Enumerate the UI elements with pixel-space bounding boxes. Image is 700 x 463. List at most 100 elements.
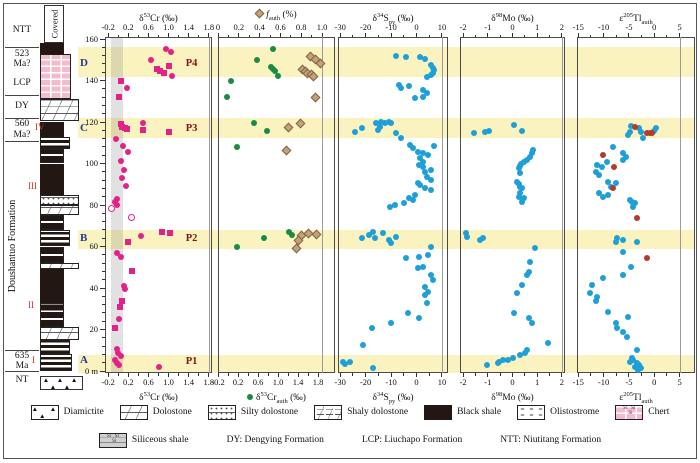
- height-tick: [100, 80, 105, 81]
- data-point-d34S-py: [403, 53, 410, 60]
- axis-minor-tick: [247, 373, 249, 376]
- height-minor-tick: [102, 237, 105, 239]
- axis-tick: [487, 33, 489, 37]
- axis-tick: [238, 33, 240, 37]
- axis-tick-label: 0: [215, 22, 221, 32]
- axis-minor-tick: [198, 34, 200, 37]
- axis-tick-label: 2: [559, 377, 564, 387]
- interval-label-P2: P2: [185, 232, 198, 244]
- data-point-d98Mo: [495, 358, 502, 365]
- data-point-d34S-py: [412, 95, 419, 102]
- member-numeral-I: I: [32, 354, 35, 365]
- axis-title-d53Cr-bottom: δ53Cr (‰): [139, 391, 178, 404]
- data-point-d34S-py: [370, 228, 377, 235]
- data-point-d98Mo: [483, 361, 490, 368]
- strat-block-blackstripe: [40, 215, 64, 230]
- strat-block-diamictite: ▲ ▲ ▲ ▲ ▲: [40, 376, 83, 390]
- axis-minor-tick: [403, 373, 405, 376]
- member-numeral-IV: IV: [35, 122, 45, 133]
- axis-minor-tick: [137, 34, 139, 37]
- axis-tick: [107, 373, 109, 377]
- data-point-e205Tl-blue: [613, 325, 620, 332]
- data-point-e205Tl-blue: [628, 123, 635, 130]
- height-minor-tick: [102, 138, 105, 140]
- data-point-d98Mo: [509, 354, 516, 361]
- data-point-d34S-py: [423, 74, 430, 81]
- legend-item: ▲ ▲ ▲ Diamictite: [30, 404, 104, 420]
- axis-minor-tick: [615, 34, 617, 37]
- data-point-d53Cr-auth: [271, 68, 278, 75]
- legend-label: Diamictite: [63, 407, 104, 417]
- data-point-d98Mo: [526, 259, 533, 266]
- axis-minor-tick: [311, 34, 313, 37]
- data-point-d34S-py: [416, 253, 423, 260]
- data-point-d34S-py: [417, 155, 424, 162]
- data-point-d53Cr-bulk: [118, 298, 125, 305]
- axis-tick: [147, 33, 149, 37]
- data-point-d53Cr-bulk: [108, 204, 116, 212]
- legend-item: DY: Dengying Formation: [227, 435, 324, 445]
- data-point-d53Cr-bulk: [116, 361, 123, 368]
- axis-tick: [512, 373, 513, 377]
- height-minor-tick: [102, 113, 105, 115]
- data-point-e205Tl-red: [610, 185, 617, 192]
- data-point-e205Tl-red: [649, 130, 656, 137]
- data-point-e205Tl-blue: [604, 308, 611, 315]
- data-point-d34S-py: [427, 271, 434, 278]
- data-point-d34S-py: [430, 276, 437, 283]
- axis-tick: [512, 33, 513, 37]
- axis-minor-tick: [524, 373, 526, 376]
- axis-tick-label: 0.8: [295, 22, 307, 32]
- axis-minor-tick: [499, 373, 501, 376]
- axis-tick-label: -5: [625, 22, 633, 32]
- data-point-e205Tl-blue: [603, 159, 610, 166]
- data-point-d34S-py: [419, 86, 426, 93]
- axis-title-e205Tl-bottom: ε205Tlauth: [619, 391, 653, 406]
- axis-tick-label: 5: [677, 22, 682, 32]
- axis-tick: [577, 373, 579, 377]
- data-point-d34S-py: [368, 325, 375, 332]
- strat-block-interbed: [40, 229, 70, 247]
- data-point-d53Cr-bulk: [121, 166, 128, 173]
- axis-tick-label: -0.2: [101, 22, 115, 32]
- band-P1: [78, 355, 695, 374]
- axis-minor-tick: [248, 34, 250, 37]
- height-tick: [100, 370, 105, 372]
- data-point-e205Tl-blue: [600, 274, 607, 281]
- axis-minor-tick: [352, 34, 354, 37]
- axis-tick-label: 0.6: [143, 22, 154, 32]
- legend-item: LCP: Liuchapo Formation: [362, 435, 462, 445]
- panel-gridline: [208, 37, 210, 373]
- height-minor-tick: [102, 129, 105, 131]
- axis-tick: [679, 373, 681, 377]
- data-point-d53Cr-bulk: [114, 346, 121, 353]
- data-point-d53Cr-bulk: [120, 142, 127, 149]
- axis-tick-label: -30: [334, 22, 346, 32]
- data-point-d98Mo: [510, 309, 517, 316]
- data-point-e205Tl-blue: [625, 132, 632, 139]
- data-point-d34S-py: [427, 72, 434, 79]
- interval-letter-D: D: [80, 57, 88, 70]
- height-minor-tick: [102, 212, 105, 214]
- axis-minor-tick: [590, 373, 592, 376]
- data-point-d34S-py: [347, 358, 354, 365]
- data-point-d53Cr-bulk: [125, 149, 132, 156]
- height-tick-label: 20: [89, 324, 99, 334]
- axis-tick: [321, 33, 323, 37]
- axis-tick-label: -10: [597, 377, 610, 387]
- strat-cell: LCP: [13, 77, 31, 88]
- data-point-d53Cr-bulk: [119, 123, 126, 130]
- legend-swatch-olisto: [517, 404, 546, 420]
- data-point-e205Tl-blue: [640, 134, 647, 141]
- data-point-d98Mo: [515, 164, 522, 171]
- data-point-e205Tl-red: [631, 124, 638, 131]
- data-point-d53Cr-bulk: [119, 175, 126, 182]
- axis-tick-label: -5: [625, 377, 633, 387]
- data-point-d53Cr-bulk: [128, 268, 135, 275]
- data-point-d98Mo: [529, 150, 536, 157]
- data-point-e205Tl-blue: [594, 294, 601, 301]
- data-point-d34S-py: [388, 320, 395, 327]
- legend-row-1: ▲ ▲ ▲ Diamictite Dolostone Silty dolostone Sh…: [20, 402, 680, 422]
- data-point-d34S-py: [376, 124, 383, 131]
- axis-tick: [390, 33, 392, 37]
